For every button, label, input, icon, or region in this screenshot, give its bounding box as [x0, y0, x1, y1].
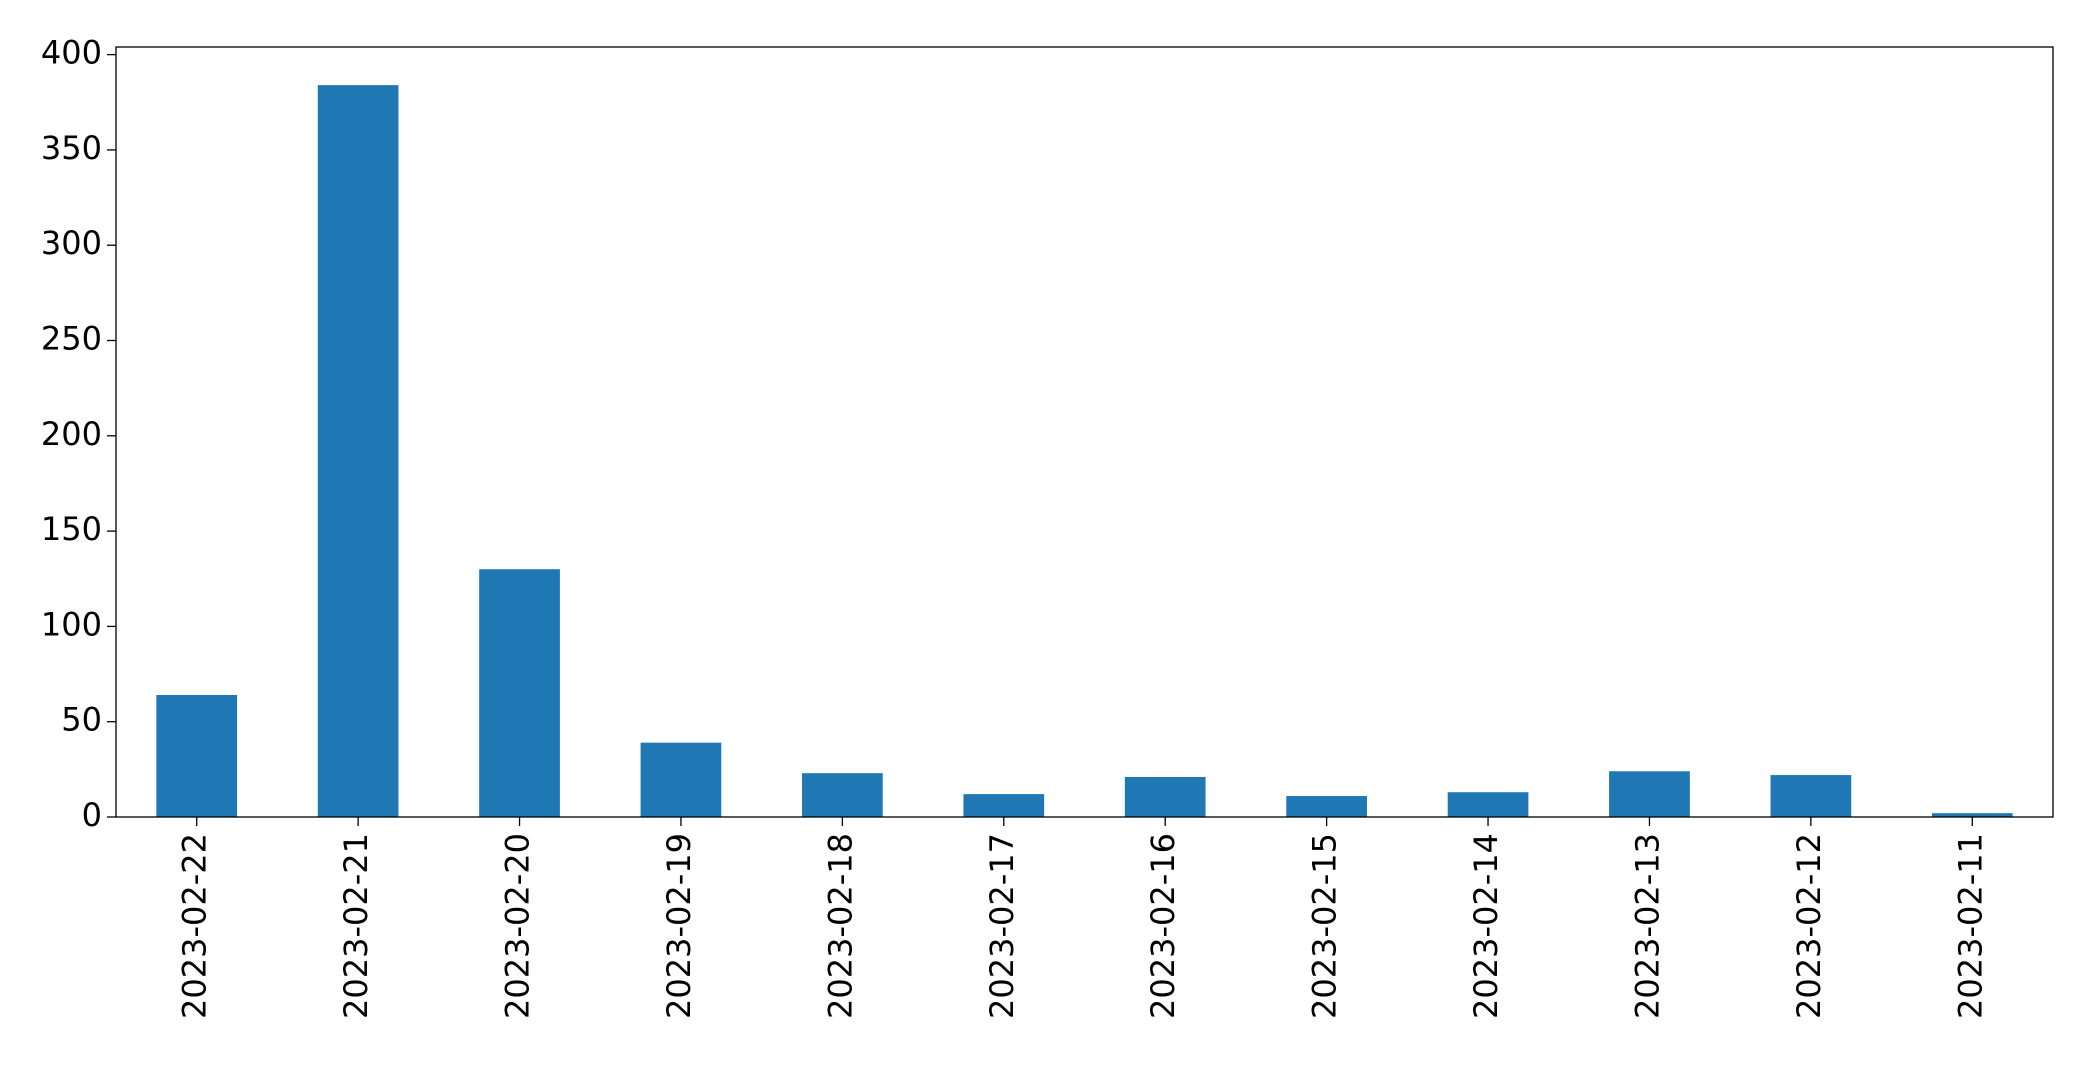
x-tick-label: 2023-02-16: [1144, 833, 1182, 1019]
x-tick-label: 2023-02-11: [1951, 833, 1989, 1019]
bar: [317, 85, 399, 817]
bar: [1447, 792, 1529, 817]
x-tick-label: 2023-02-19: [660, 833, 698, 1019]
bar: [1770, 775, 1852, 817]
y-tick-label: 50: [61, 701, 102, 739]
bar: [479, 569, 560, 817]
bar: [1931, 813, 2013, 817]
x-tick-label: 2023-02-14: [1467, 833, 1505, 1019]
x-tick-label: 2023-02-12: [1790, 833, 1828, 1019]
bar: [963, 794, 1045, 817]
y-tick-label: 200: [41, 415, 102, 453]
plot-frame: [115, 46, 2054, 818]
y-tick-label: 350: [41, 129, 102, 167]
x-tick-label: 2023-02-17: [983, 833, 1021, 1019]
bar: [1609, 771, 1690, 817]
x-tick-label: 2023-02-13: [1628, 833, 1666, 1019]
y-tick-label: 0: [82, 796, 102, 834]
y-tick-label: 400: [41, 34, 102, 72]
x-tick-label: 2023-02-22: [176, 833, 214, 1019]
bar: [156, 695, 238, 817]
bar: [640, 742, 722, 817]
x-tick-label: 2023-02-18: [821, 833, 859, 1019]
x-tick-label: 2023-02-15: [1306, 833, 1344, 1019]
x-tick-label: 2023-02-21: [337, 833, 375, 1019]
y-tick-label: 100: [41, 605, 102, 643]
y-tick-label: 150: [41, 510, 102, 548]
bar: [802, 773, 883, 817]
bar: [1286, 796, 1367, 817]
x-tick-label: 2023-02-20: [499, 833, 537, 1019]
y-tick-label: 250: [41, 320, 102, 358]
y-tick-label: 300: [41, 224, 102, 262]
bar: [1124, 776, 1206, 817]
